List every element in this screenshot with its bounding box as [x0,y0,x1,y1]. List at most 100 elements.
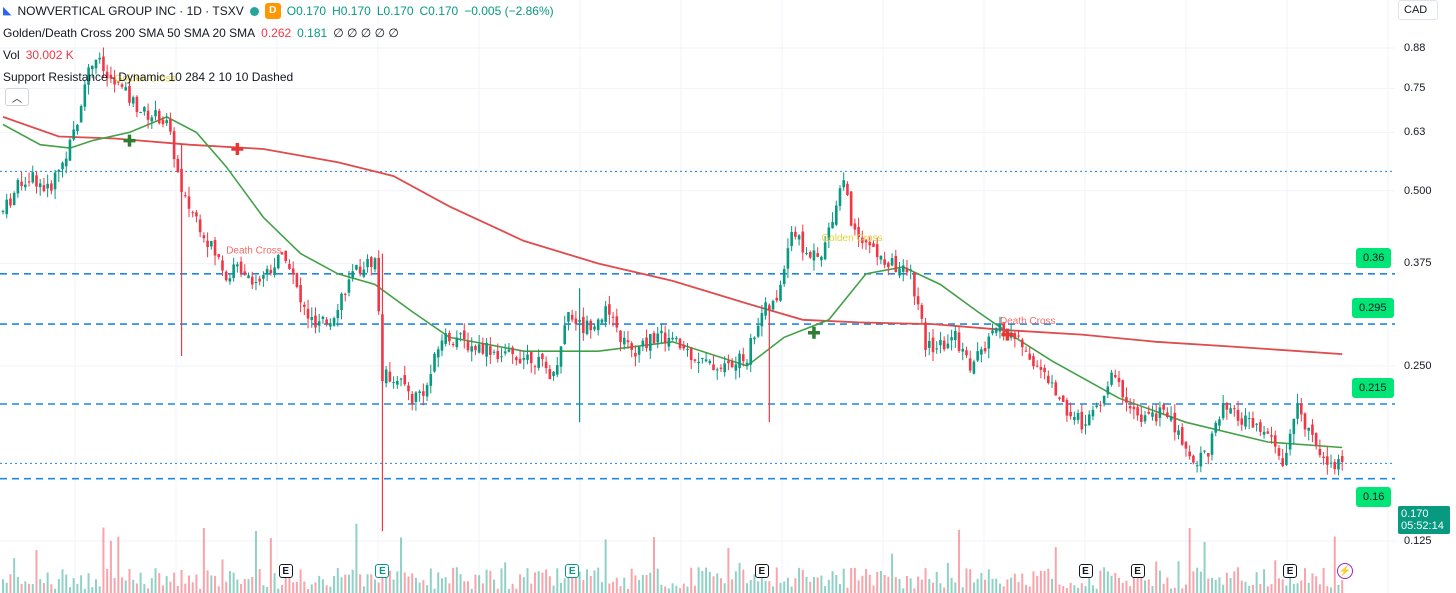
candle-body [1288,433,1292,450]
candle-body [630,343,633,351]
volume-bar [600,582,603,593]
candle-body [1143,415,1147,422]
volume-bar [1296,583,1299,593]
volume-bar [530,583,533,593]
candle-body [221,260,224,271]
volume-bar [727,548,730,593]
candle-body [336,310,340,319]
volume-bar [35,550,38,593]
candle-body [1333,462,1337,470]
candle-body [1218,419,1221,426]
indicator-golden-death[interactable]: Golden/Death Cross 200 SMA 50 SMA 20 SMA… [0,22,554,44]
earnings-marker[interactable]: E [278,564,293,578]
earnings-marker[interactable]: E [1078,564,1093,578]
lightning-icon[interactable]: ⚡ [1337,563,1353,579]
volume-bar [277,588,280,593]
candle-body [1169,416,1173,421]
volume-bar [39,579,42,593]
collapse-legend-button[interactable]: ︿ [5,88,29,106]
volume-bar [444,577,447,593]
candle-body [68,139,72,161]
candle-body [254,281,258,283]
indicator-support-resistance[interactable]: Support Resistance - Dynamic 10 284 2 10… [0,66,554,88]
candle-body [849,191,853,226]
volume-bar [749,579,752,593]
volume-bar [552,585,555,593]
candle-body [686,349,689,351]
volume-bar [641,574,644,593]
candle-body [701,357,704,359]
candle-body [1047,375,1050,384]
candle-body [552,371,555,377]
volume-bar [1266,586,1269,593]
candle-body [53,172,57,190]
volume-bar [351,569,354,593]
candle-body [663,332,667,344]
indicator-volume[interactable]: Vol 30.002 K [0,44,554,66]
candle-body [939,339,942,346]
volume-bar [649,572,652,593]
volume-bar [1337,584,1340,593]
volume-bar [243,579,246,593]
candle-body [507,349,511,352]
volume-bar [612,581,615,593]
candle-body [1329,462,1333,464]
candle-body [1013,333,1017,340]
volume-bar [1091,585,1094,593]
volume-bar [13,558,16,593]
symbol-title[interactable]: NOWVERTICAL GROUP INC · 1D · TSXV [17,4,244,18]
indicator-name: Golden/Death Cross 200 SMA 50 SMA 20 SMA [3,26,256,40]
candle-body [425,385,429,397]
volume-bar [1132,569,1135,593]
volume-bar [1188,528,1191,593]
volume-bar [775,567,778,593]
volume-bar [950,577,953,593]
candle-body [1184,441,1188,449]
volume-bar [269,538,272,593]
candle-body [842,180,846,188]
earnings-marker[interactable]: E [754,564,769,578]
volume-bar [760,571,763,593]
volume-bar [1240,580,1243,593]
earnings-marker[interactable]: E [375,564,390,578]
volume-bar [772,586,775,593]
candle-body [35,175,38,187]
candle-body [489,346,492,355]
volume-bar [716,573,719,593]
candle-body [913,272,916,297]
volume-bar [969,569,972,593]
candle-body [343,293,347,295]
candle-body [232,264,235,279]
volume-bar [102,527,105,593]
volume-bar [1084,586,1087,593]
last-price: 0.170 [1401,508,1429,520]
volume-bar [240,584,243,593]
volume-bar [258,569,261,593]
volume-bar [1341,580,1344,593]
currency-selector[interactable]: CAD [1398,0,1438,20]
candle-body [466,341,470,351]
earnings-marker[interactable]: E [1130,564,1145,578]
earnings-marker[interactable]: E [565,564,580,578]
candle-body [1199,452,1203,467]
candle-body [812,250,816,261]
candle-body [187,196,191,209]
volume-bar [1318,584,1321,593]
volume-bar [965,568,968,593]
volume-bar [1106,571,1109,593]
volume-bar [768,581,771,593]
volume-bar [712,576,715,593]
candle-body [518,358,522,364]
candle-body [161,119,165,125]
candle-body [42,185,46,192]
candle-body [861,237,864,243]
candle-body [611,316,615,318]
candle-body [515,357,518,361]
volume-bar [478,575,481,593]
volume-bar [135,583,138,593]
volume-bar [1147,579,1150,593]
earnings-marker[interactable]: E [1283,564,1298,578]
candle-body [191,212,195,214]
